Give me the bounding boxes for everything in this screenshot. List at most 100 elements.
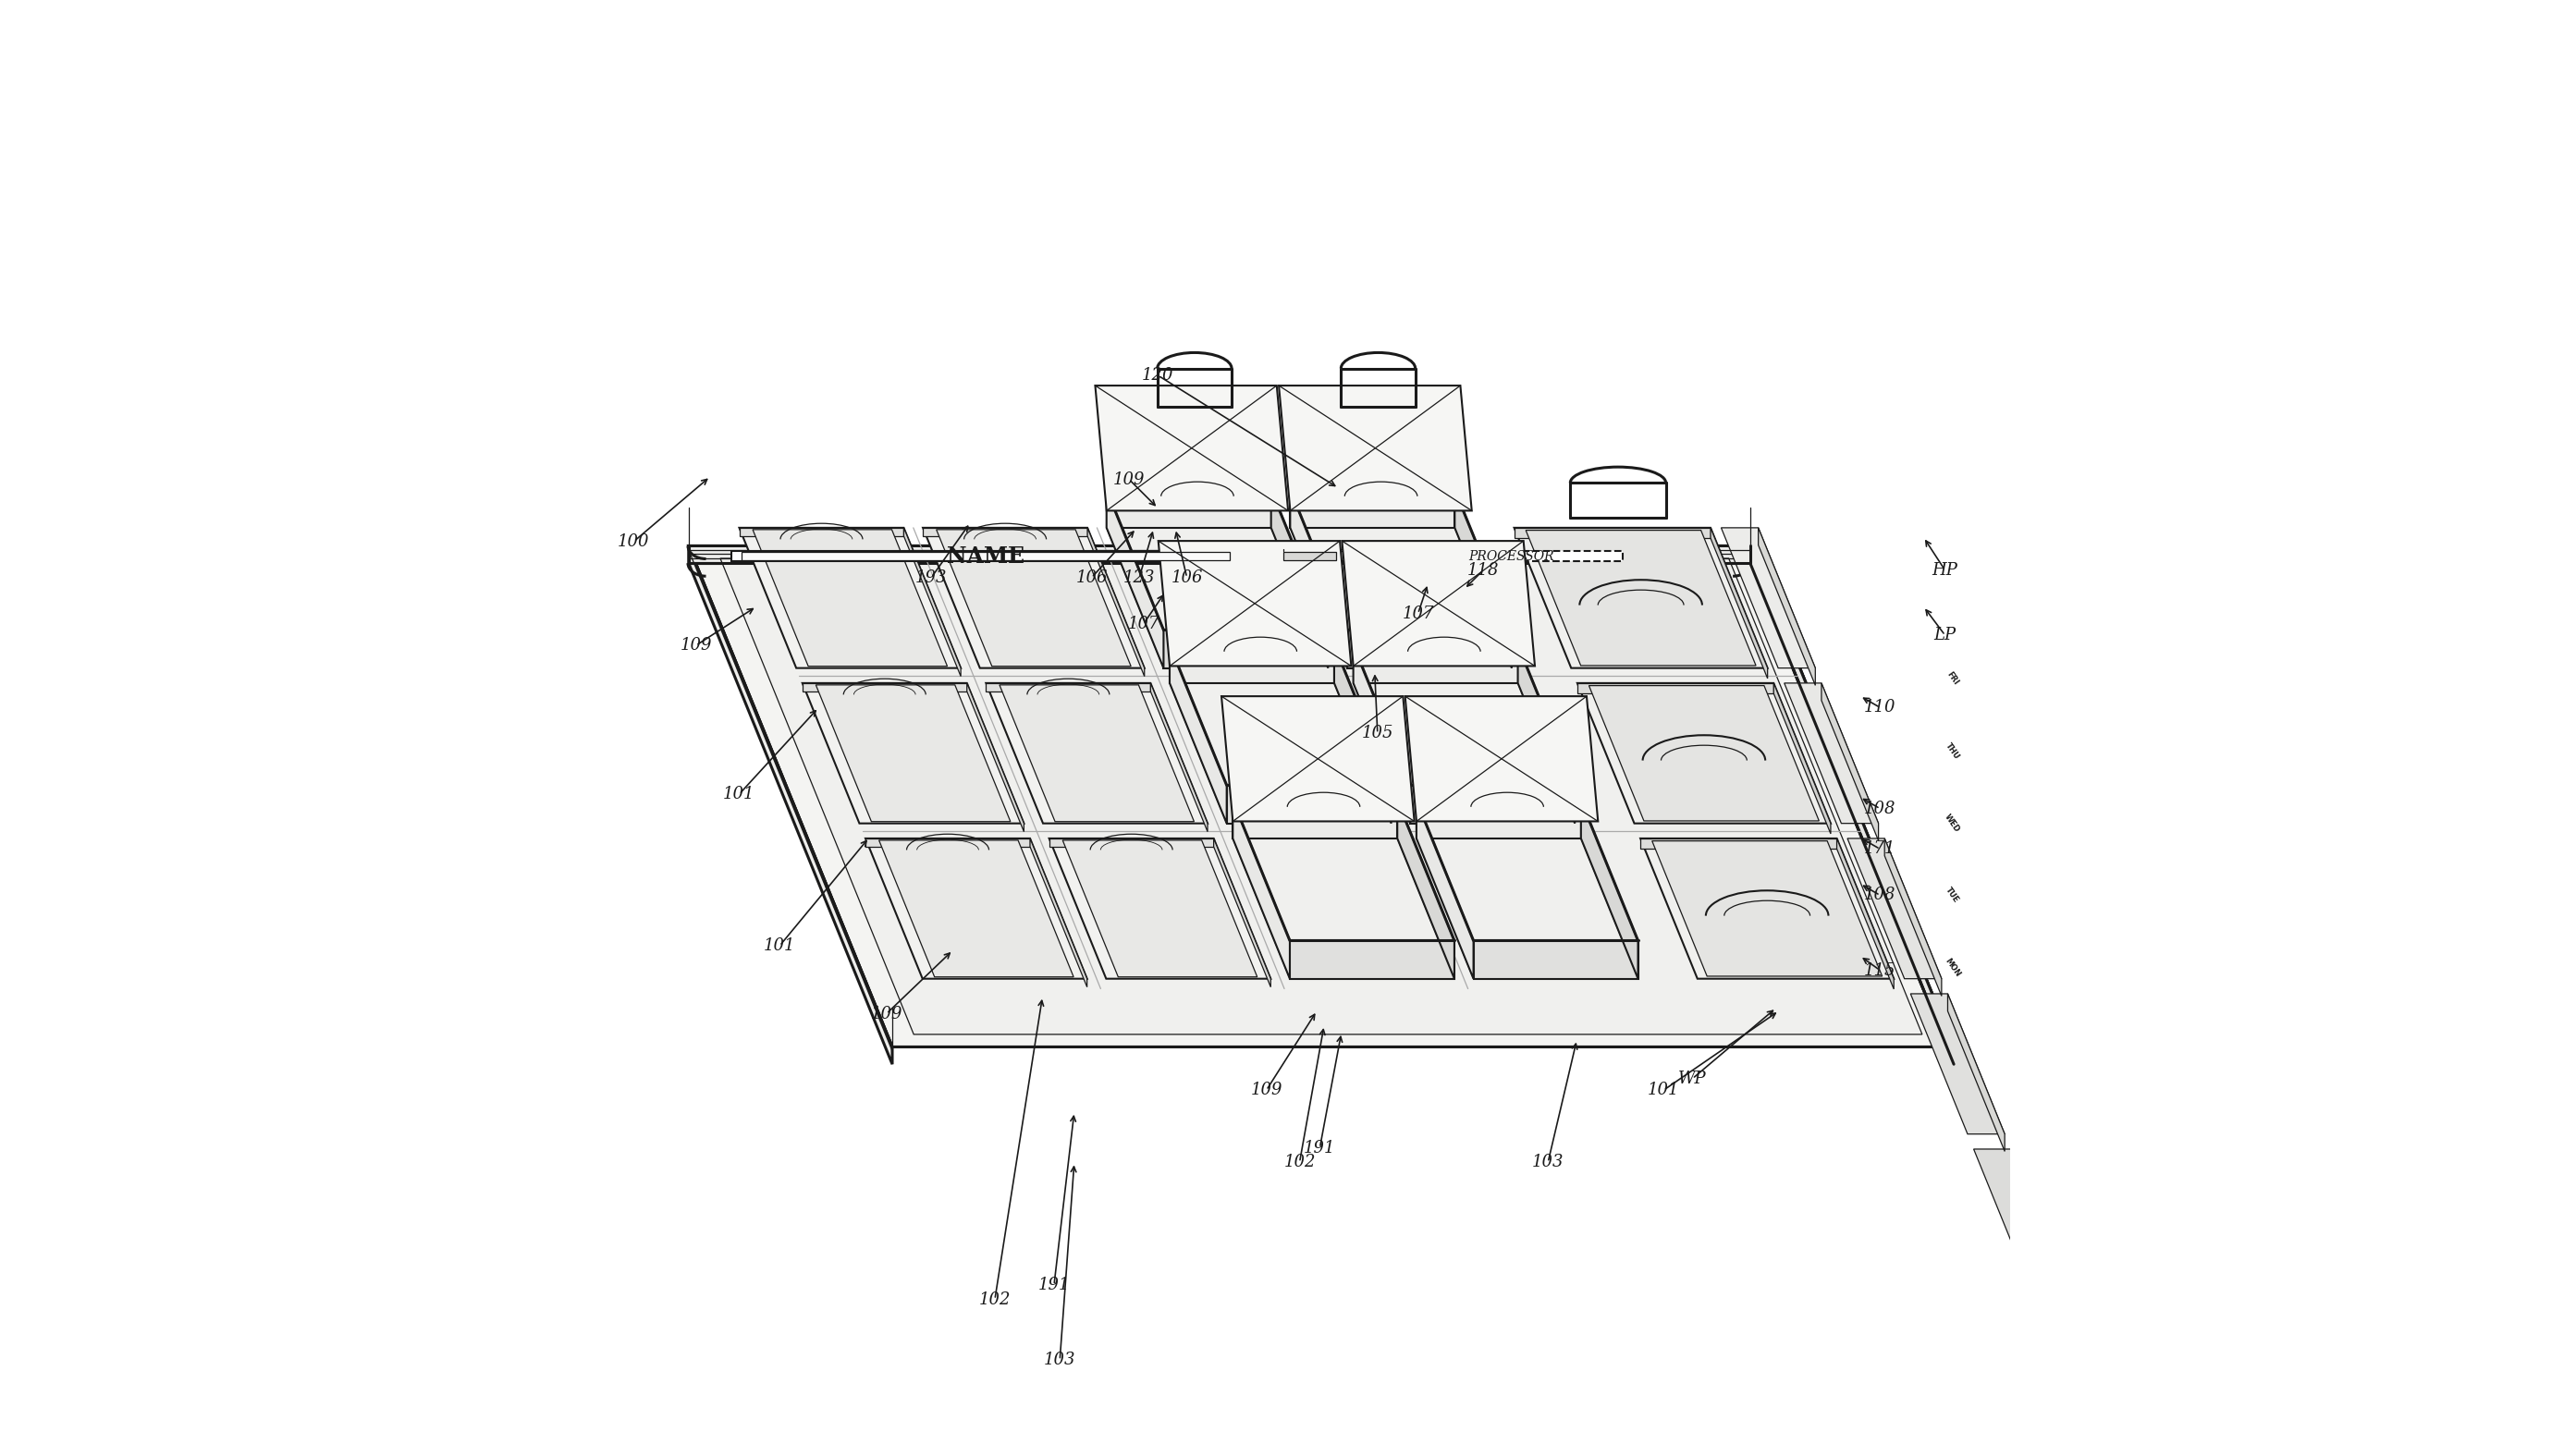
Polygon shape [1064,840,1257,978]
Polygon shape [1515,527,1767,669]
Polygon shape [1525,530,1757,666]
Polygon shape [1352,645,1517,683]
Polygon shape [1577,683,1832,823]
Text: 107: 107 [1128,615,1159,632]
Polygon shape [1170,683,1391,823]
Polygon shape [987,683,1151,692]
Polygon shape [1234,839,1455,979]
Polygon shape [1270,490,1329,669]
Text: 109: 109 [871,1005,902,1022]
Polygon shape [688,546,1953,1047]
Polygon shape [1641,839,1837,849]
Text: HP: HP [1932,562,1958,579]
Polygon shape [1589,686,1819,820]
Polygon shape [904,527,961,676]
Polygon shape [1273,552,1347,562]
Polygon shape [1291,490,1347,669]
Polygon shape [1396,800,1455,979]
Text: 109: 109 [1113,471,1146,488]
Polygon shape [1886,839,1942,996]
Polygon shape [1515,527,1710,539]
Polygon shape [1473,940,1638,979]
Text: PROCESSOR: PROCESSOR [1468,550,1553,563]
Text: 110: 110 [1865,699,1896,716]
Polygon shape [1108,490,1270,527]
Polygon shape [732,552,1242,562]
Polygon shape [987,683,1208,823]
Text: 109: 109 [1249,1082,1283,1099]
Text: TUE: TUE [1945,887,1960,904]
Polygon shape [1417,839,1638,979]
Polygon shape [1577,683,1775,693]
Polygon shape [1417,800,1473,979]
Polygon shape [1347,630,1512,669]
Polygon shape [1234,800,1396,839]
Text: 101: 101 [724,786,755,803]
Polygon shape [1749,546,1953,1064]
Text: LP: LP [1935,627,1955,644]
Text: FRI: FRI [1945,670,1960,687]
Polygon shape [1342,542,1535,666]
Text: 103: 103 [1533,1154,1564,1171]
Polygon shape [688,546,1749,563]
Polygon shape [866,839,1087,979]
Polygon shape [752,530,948,666]
Polygon shape [1973,1149,2069,1289]
Polygon shape [1283,552,1337,560]
Text: 101: 101 [1649,1082,1680,1099]
Polygon shape [1291,527,1512,669]
Text: 109: 109 [680,637,711,654]
Polygon shape [922,527,1144,669]
Text: 191: 191 [1038,1276,1069,1294]
Polygon shape [1221,696,1414,822]
Polygon shape [1775,683,1832,833]
Polygon shape [688,546,891,1064]
Text: 120: 120 [1141,367,1175,384]
Polygon shape [1759,527,1816,686]
Polygon shape [1108,527,1329,669]
Polygon shape [1291,940,1455,979]
Polygon shape [1164,630,1329,669]
Polygon shape [739,527,961,669]
Polygon shape [739,527,904,536]
Text: 118: 118 [1466,562,1499,579]
Polygon shape [801,683,966,692]
Polygon shape [2012,1149,2069,1307]
Text: 123: 123 [1123,569,1154,586]
Text: 102: 102 [1283,1154,1316,1171]
Text: 102: 102 [979,1291,1010,1308]
Polygon shape [935,530,1131,666]
Polygon shape [1048,839,1213,846]
Polygon shape [922,527,1087,536]
Text: 171: 171 [1865,840,1896,858]
Text: MON: MON [1942,957,1963,978]
Text: 101: 101 [762,937,796,954]
Text: 100: 100 [618,533,649,550]
Text: 106: 106 [1172,569,1203,586]
Polygon shape [1291,490,1455,527]
Text: 103: 103 [1043,1352,1077,1369]
Polygon shape [1213,839,1270,988]
Text: 193: 193 [914,569,948,586]
Text: 108: 108 [1865,800,1896,817]
Polygon shape [1947,993,2004,1151]
Polygon shape [1821,683,1878,840]
Polygon shape [1352,683,1574,823]
Text: THU: THU [1945,741,1960,761]
Polygon shape [878,840,1074,978]
Text: 105: 105 [1363,725,1394,742]
Polygon shape [1159,542,1352,666]
Polygon shape [1847,839,1942,979]
Polygon shape [1095,386,1288,511]
Text: 108: 108 [1865,887,1896,904]
Polygon shape [1252,549,1358,552]
Polygon shape [1170,645,1334,683]
Polygon shape [999,684,1195,822]
Polygon shape [1721,527,1816,669]
Text: 106: 106 [1077,569,1108,586]
Polygon shape [1087,527,1144,676]
Text: 107: 107 [1401,605,1435,622]
Polygon shape [742,552,1229,560]
Polygon shape [1582,800,1638,979]
Polygon shape [1108,490,1164,669]
